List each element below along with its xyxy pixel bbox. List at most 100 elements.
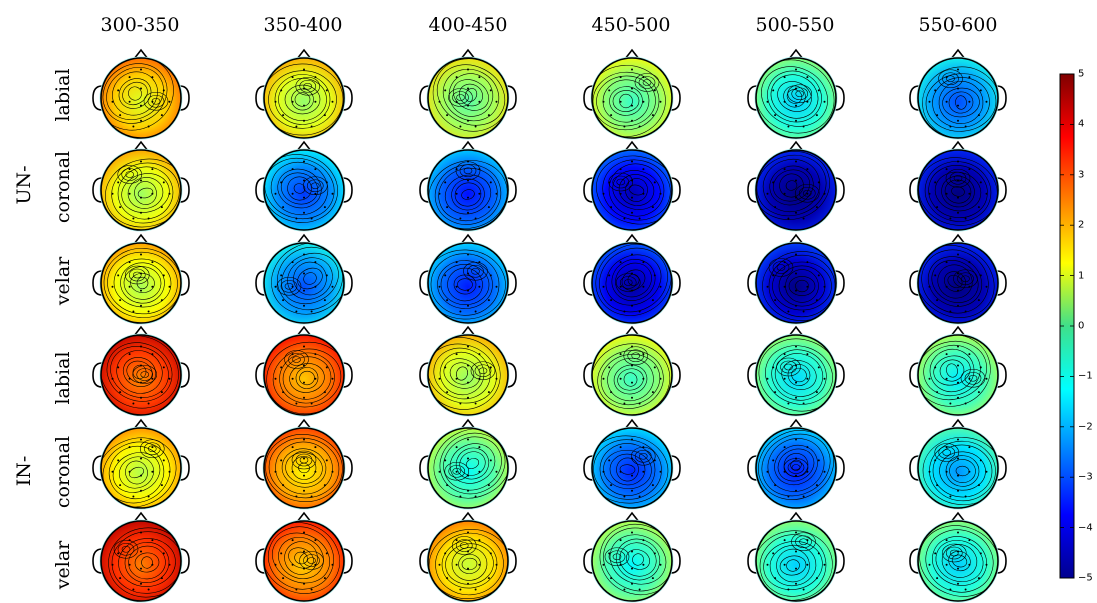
electrode-dot xyxy=(795,211,797,214)
topomap-r4-c2 xyxy=(255,325,353,417)
electrode-dot xyxy=(802,495,805,498)
electrode-dot xyxy=(487,114,490,117)
right-ear-icon xyxy=(342,548,353,574)
electrode-dot xyxy=(934,459,937,462)
electrode-dot xyxy=(610,484,613,487)
electrode-dot xyxy=(314,261,317,264)
electrode-dot xyxy=(140,253,142,256)
electrode-dot xyxy=(957,438,959,441)
head-outline xyxy=(755,57,837,139)
electrode-dot xyxy=(467,104,469,107)
electrode-dot xyxy=(619,563,622,566)
electrode-dot xyxy=(979,366,982,369)
electrode-dot xyxy=(303,87,305,90)
left-ear-icon xyxy=(92,270,103,296)
electrode-dot xyxy=(653,459,656,462)
electrode-dot xyxy=(140,104,142,107)
electrode-dot xyxy=(140,396,142,399)
electrode-dot xyxy=(659,192,662,195)
electrode-dot xyxy=(280,459,283,462)
electrode-dot xyxy=(455,470,458,473)
head-outline xyxy=(427,520,509,602)
nose-icon xyxy=(296,325,312,337)
electrode-dot xyxy=(806,563,809,566)
electrode-dot xyxy=(455,353,458,356)
head-outline xyxy=(755,149,837,231)
electrode-dot xyxy=(806,539,809,542)
electrode-dot xyxy=(282,299,285,302)
electrode-dot xyxy=(642,168,645,171)
electrode-dot xyxy=(467,396,469,399)
electrode-dot xyxy=(823,563,826,566)
topomap-r5-c5 xyxy=(747,418,845,510)
nose-icon xyxy=(624,325,640,337)
head-outline xyxy=(917,149,999,231)
electrode-dot xyxy=(957,211,959,214)
electrode-dot xyxy=(642,563,645,566)
electrode-dot xyxy=(806,285,809,288)
electrode-dot xyxy=(795,87,797,90)
electrode-dot xyxy=(280,181,283,184)
electrode-dot xyxy=(467,211,469,214)
electrode-dot xyxy=(631,119,633,122)
electrode-dot xyxy=(619,539,622,542)
left-ear-icon xyxy=(909,362,920,388)
electrode-dot xyxy=(659,563,662,566)
electrode-dot xyxy=(815,114,818,117)
electrode-dot xyxy=(291,377,294,380)
head-outline xyxy=(100,427,182,509)
electrode-dot xyxy=(631,253,633,256)
nose-icon xyxy=(296,140,312,152)
electrode-dot xyxy=(291,353,294,356)
electrode-dot xyxy=(119,577,122,580)
electrode-dot xyxy=(783,285,786,288)
electrode-dot xyxy=(766,100,769,103)
electrode-dot xyxy=(474,217,477,220)
electrode-dot xyxy=(162,181,165,184)
electrode-dot xyxy=(140,160,142,163)
electrode-dot xyxy=(642,100,645,103)
electrode-dot xyxy=(147,217,150,220)
electrode-dot xyxy=(795,196,797,199)
electrode-dot xyxy=(168,100,171,103)
electrode-dot xyxy=(280,274,283,277)
nose-icon xyxy=(624,233,640,245)
electrode-dot xyxy=(111,377,114,380)
electrode-dot xyxy=(331,377,334,380)
electrode-dot xyxy=(949,495,952,498)
right-ear-icon xyxy=(834,548,845,574)
electrode-dot xyxy=(610,206,613,209)
electrode-dot xyxy=(787,125,790,128)
electrode-dot xyxy=(945,261,948,264)
nose-icon xyxy=(133,140,149,152)
electrode-dot xyxy=(140,550,142,553)
topomap-r5-c4 xyxy=(583,418,681,510)
electrode-dot xyxy=(467,119,469,122)
head-outline xyxy=(591,427,673,509)
electrode-dot xyxy=(787,588,790,591)
left-ear-icon xyxy=(92,455,103,481)
electrode-dot xyxy=(936,299,939,302)
electrode-dot xyxy=(651,484,654,487)
head-outline xyxy=(263,57,345,139)
electrode-dot xyxy=(323,114,326,117)
electrode-dot xyxy=(478,192,481,195)
nose-icon xyxy=(460,511,476,523)
left-ear-icon xyxy=(583,85,594,111)
electrode-dot xyxy=(459,402,462,405)
electrode-dot xyxy=(280,552,283,555)
electrode-dot xyxy=(455,261,458,264)
electrode-dot xyxy=(783,76,786,79)
electrode-dot xyxy=(653,552,656,555)
head-outline xyxy=(917,57,999,139)
electrode-dot xyxy=(623,217,626,220)
electrode-dot xyxy=(651,577,654,580)
electrode-dot xyxy=(631,396,633,399)
topomap-r4-c4 xyxy=(583,325,681,417)
head-outline xyxy=(427,57,509,139)
electrode-dot xyxy=(495,192,498,195)
electrode-dot xyxy=(936,484,939,487)
left-ear-icon xyxy=(419,85,430,111)
electrode-dot xyxy=(795,582,797,585)
electrode-dot xyxy=(817,274,820,277)
